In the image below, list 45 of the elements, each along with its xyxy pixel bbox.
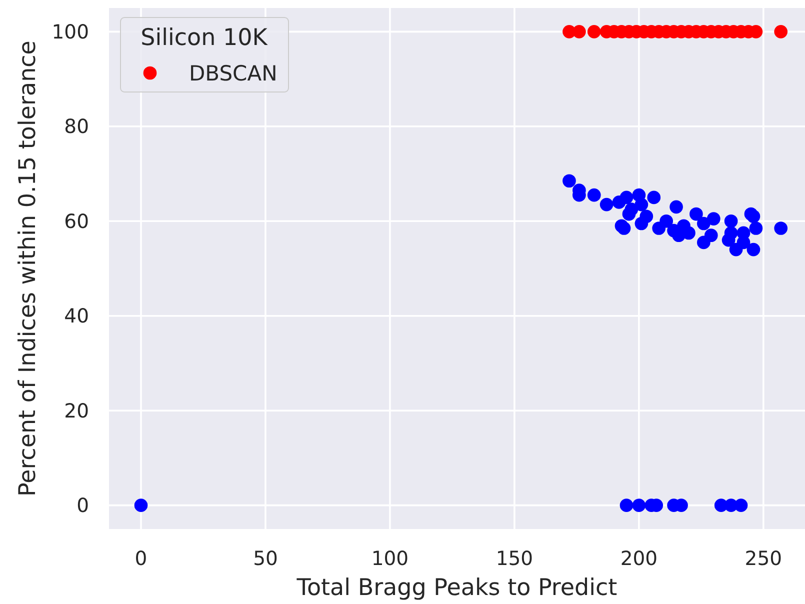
- point: [620, 190, 634, 204]
- point: [617, 222, 631, 235]
- point: [706, 212, 720, 226]
- legend-label: DBSCAN: [189, 61, 278, 86]
- point: [774, 25, 788, 38]
- point: [634, 198, 648, 212]
- point: [722, 233, 736, 247]
- point: [734, 498, 748, 512]
- point: [660, 214, 673, 228]
- point: [620, 498, 634, 512]
- x-tick-label: 250: [744, 547, 782, 570]
- legend-title: Silicon 10K: [140, 25, 268, 51]
- y-tick-label: 100: [52, 20, 89, 44]
- y-tick-label: 80: [64, 115, 89, 138]
- point: [632, 498, 646, 512]
- point: [670, 200, 683, 214]
- y-tick-label: 20: [64, 399, 89, 422]
- point: [562, 174, 576, 188]
- point: [572, 25, 586, 38]
- point: [746, 242, 760, 256]
- y-tick-label: 0: [76, 494, 89, 518]
- point: [624, 202, 638, 216]
- x-tick-label: 100: [371, 547, 409, 570]
- point: [134, 498, 148, 512]
- x-tick-label: 150: [496, 547, 534, 570]
- y-axis-title: Percent of Indices within 0.15 tolerance: [15, 40, 41, 496]
- point: [696, 216, 710, 230]
- point: [600, 198, 614, 212]
- point: [704, 228, 718, 242]
- point: [774, 222, 788, 235]
- point: [746, 210, 760, 224]
- point: [587, 188, 601, 202]
- point: [690, 207, 703, 221]
- x-tick-label: 200: [620, 547, 658, 570]
- point: [724, 214, 738, 228]
- point: [587, 25, 601, 38]
- x-axis-title: Total Bragg Peaks to Predict: [296, 575, 618, 601]
- point: [634, 216, 648, 230]
- point: [749, 222, 763, 235]
- x-tick-label: 0: [134, 547, 148, 570]
- y-tick-label: 60: [64, 210, 89, 233]
- point: [736, 236, 750, 250]
- y-tick-label: 40: [64, 304, 89, 328]
- x-tick-label: 50: [253, 547, 278, 570]
- point: [647, 190, 661, 204]
